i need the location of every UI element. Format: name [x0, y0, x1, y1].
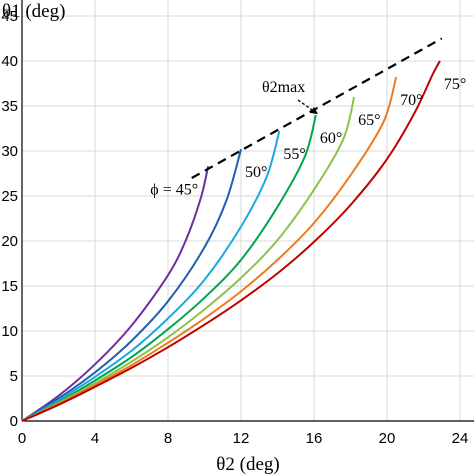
series-label-6: 75°	[444, 76, 466, 93]
x-axis-label: θ2 (deg)	[216, 454, 279, 474]
series-line-1	[21, 148, 242, 422]
axes	[21, 0, 474, 422]
series-line-2	[21, 130, 281, 422]
series-label-4: 65°	[358, 112, 380, 129]
series-line-5	[21, 76, 398, 422]
series-label-2: 55°	[283, 146, 305, 163]
y-tick-label: 5	[10, 368, 18, 385]
series-line-0	[21, 166, 210, 422]
series-label-3: 60°	[320, 130, 342, 147]
y-tick-label: 25	[1, 188, 18, 205]
y-axis-label: θ1 (deg)	[2, 1, 65, 22]
tick-labels: 0 4 8 12 16 20 24 0 5 10 15 20 25 30 35 40 45	[1, 8, 468, 447]
y-tick-label: 30	[1, 143, 18, 160]
envelope-line	[191, 37, 443, 179]
series-label-5: 70°	[400, 92, 422, 109]
y-tick-label: 0	[10, 413, 18, 430]
series-line-4	[21, 96, 356, 422]
series-labels: ϕ = 45° 50° 55° 60° 65° 70° 75° θ2max	[150, 76, 466, 198]
series-label-0: ϕ = 45°	[150, 181, 198, 198]
series-line-3	[21, 114, 317, 422]
envelope	[191, 37, 443, 179]
y-tick-label: 40	[1, 53, 18, 70]
x-tick-label: 24	[452, 430, 469, 447]
y-tick-label: 45	[1, 8, 18, 25]
envelope-label: θ2max	[262, 79, 305, 96]
series-line-6	[21, 60, 441, 422]
y-tick-label: 15	[1, 278, 18, 295]
x-tick-label: 4	[91, 430, 99, 447]
y-tick-label: 35	[1, 98, 18, 115]
grid	[21, 0, 474, 422]
x-tick-label: 8	[164, 430, 172, 447]
x-tick-label: 12	[233, 430, 250, 447]
series-lines	[21, 60, 441, 422]
y-tick-label: 20	[1, 233, 18, 250]
x-tick-label: 16	[306, 430, 323, 447]
series-label-1: 50°	[245, 164, 267, 181]
envelope-arrowhead	[310, 107, 318, 114]
x-tick-label: 20	[379, 430, 396, 447]
y-tick-label: 10	[1, 323, 18, 340]
x-tick-label: 0	[18, 430, 26, 447]
